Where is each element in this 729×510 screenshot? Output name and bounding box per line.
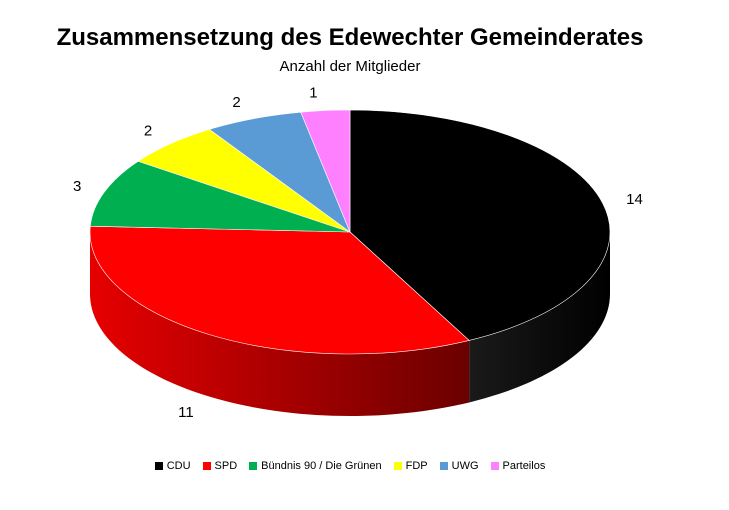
pie-slice-gruene <box>89 160 351 233</box>
legend-swatch-cdu <box>154 462 163 470</box>
legend-swatch-parteilos <box>490 462 499 470</box>
legend-label-gruene: Bündnis 90 / Die Grünen <box>261 460 382 472</box>
legend-swatch-gruene <box>249 462 258 470</box>
pie-labels: 14 11 3 2 2 1 <box>73 85 643 421</box>
data-label-uwg: 2 <box>232 94 240 111</box>
pie-slice-cdu <box>349 109 611 341</box>
data-label-parteilos: 1 <box>309 85 317 102</box>
legend-label-cdu: CDU <box>166 460 191 472</box>
legend-item-parteilos: Parteilos <box>490 460 546 472</box>
pie-slice-parteilos <box>300 109 351 233</box>
data-label-cdu: 14 <box>626 191 643 208</box>
data-label-gruene: 3 <box>73 178 81 195</box>
chart-title: Zusammensetzung des Edewechter Gemeinder… <box>56 24 644 51</box>
legend-swatch-fdp <box>393 462 402 470</box>
legend-item-uwg: UWG <box>439 460 479 472</box>
legend-label-uwg: UWG <box>451 460 479 472</box>
chart-subtitle: Anzahl der Mitglieder <box>279 58 421 75</box>
legend-label-parteilos: Parteilos <box>502 460 546 472</box>
pie-side-spd <box>90 232 470 416</box>
legend-label-spd: SPD <box>214 460 238 472</box>
pie-slice-spd <box>89 225 470 355</box>
data-label-fdp: 2 <box>144 123 152 140</box>
data-label-spd: 11 <box>178 404 194 421</box>
legend-item-cdu: CDU <box>154 460 191 472</box>
legend-swatch-spd <box>202 462 211 470</box>
legend-item-spd: SPD <box>202 460 238 472</box>
legend-swatch-uwg <box>439 462 448 470</box>
legend-label-fdp: FDP <box>405 460 428 472</box>
legend-item-gruene: Bündnis 90 / Die Grünen <box>249 460 382 472</box>
pie-sides <box>90 232 610 416</box>
pie-side-cdu <box>469 232 610 403</box>
legend-item-fdp: FDP <box>393 460 428 472</box>
legend: CDU SPD Bündnis 90 / Die Grünen FDP UWG … <box>0 460 700 472</box>
pie-tops <box>89 109 611 355</box>
